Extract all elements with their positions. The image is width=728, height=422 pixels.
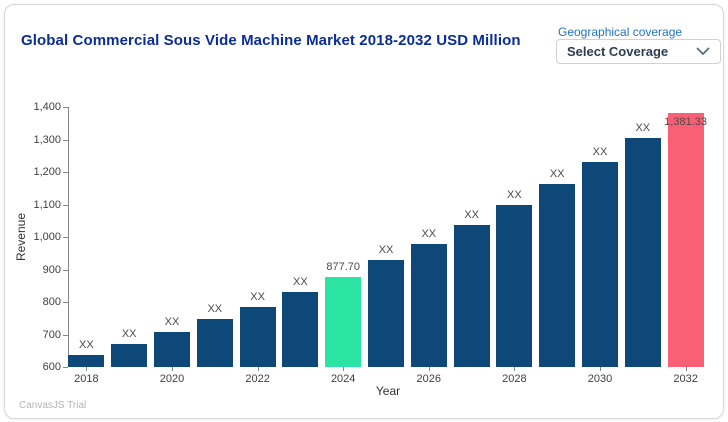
bar-label-2024: 877.70	[326, 260, 361, 273]
bar-2032[interactable]	[667, 113, 704, 367]
y-tick-label: 1,400	[33, 101, 61, 113]
y-tick	[63, 269, 68, 271]
x-tick	[600, 367, 601, 371]
y-tick-label: 900	[42, 263, 61, 276]
y-tick-label: 700	[42, 328, 61, 341]
y-axis-title: Revenue	[14, 212, 28, 262]
x-tick-label: 2032	[673, 373, 698, 385]
bar-2027[interactable]	[453, 224, 490, 367]
bar-2028[interactable]	[496, 205, 533, 367]
bar-2020[interactable]	[154, 331, 190, 367]
bar-2030[interactable]	[582, 161, 618, 367]
bar-2021[interactable]	[196, 319, 233, 367]
canvasjs-trial-credit[interactable]: CanvasJS Trial	[19, 400, 87, 411]
bar-2025[interactable]	[368, 260, 404, 367]
y-tick	[63, 204, 68, 206]
bar-2024[interactable]	[325, 276, 362, 367]
x-tick	[172, 367, 173, 371]
x-axis-title: Year	[375, 384, 401, 398]
bar-label-2029: XX	[549, 168, 565, 181]
coverage-select[interactable]: Select Coverage	[556, 39, 721, 64]
y-tick-label: 1,200	[33, 166, 61, 178]
bar-label-2026: XX	[421, 227, 437, 240]
bar-label-2032: 1,381.33	[664, 116, 707, 129]
x-tick-label: 2018	[74, 373, 99, 385]
bar-label-2025: XX	[378, 244, 394, 257]
x-tick-label: 2024	[330, 373, 356, 385]
y-tick	[63, 237, 68, 238]
y-tick	[63, 367, 68, 368]
y-tick	[63, 107, 68, 108]
x-tick-label: 2030	[587, 373, 613, 385]
bar-2019[interactable]	[111, 343, 148, 367]
bar-2022[interactable]	[239, 306, 276, 367]
y-tick-label: 1,000	[33, 231, 61, 243]
bar-label-2027: XX	[464, 208, 479, 221]
y-tick-label: 1,300	[33, 133, 61, 146]
bar-label-2020: XX	[164, 315, 180, 328]
x-tick-label: 2026	[416, 373, 442, 385]
x-tick	[685, 367, 687, 371]
bar-label-2019: XX	[121, 327, 137, 340]
page-title: Global Commercial Sous Vide Machine Mark…	[21, 32, 521, 49]
x-tick-label: 2022	[245, 373, 270, 385]
x-tick	[86, 367, 88, 371]
y-tick-label: 600	[42, 361, 61, 373]
bar-label-2022: XX	[250, 290, 265, 303]
x-tick	[257, 367, 259, 371]
bar-2023[interactable]	[282, 292, 319, 367]
chevron-down-icon	[696, 47, 710, 55]
x-tick-label: 2028	[502, 373, 527, 385]
bar-label-2018: XX	[79, 338, 94, 351]
bar-2031[interactable]	[624, 137, 661, 367]
bar-2018[interactable]	[68, 354, 105, 367]
bar-label-2031: XX	[635, 121, 651, 134]
x-tick	[343, 367, 345, 371]
bar-2026[interactable]	[410, 243, 447, 367]
bar-label-2030: XX	[592, 145, 608, 158]
bar-label-2028: XX	[507, 189, 522, 202]
coverage-select-value: Select Coverage	[567, 44, 669, 59]
chart-card: Global Commercial Sous Vide Machine Mark…	[4, 4, 724, 419]
x-tick	[428, 367, 430, 371]
bar-2029[interactable]	[539, 184, 576, 367]
y-tick-label: 1,100	[33, 198, 61, 211]
y-tick	[63, 302, 68, 303]
x-tick	[514, 367, 516, 371]
bar-label-2023: XX	[293, 276, 308, 289]
y-tick	[63, 334, 68, 336]
y-tick	[63, 172, 68, 173]
bar-label-2021: XX	[207, 303, 223, 316]
x-tick-label: 2020	[159, 373, 185, 385]
coverage-label: Geographical coverage	[558, 25, 683, 39]
y-tick	[63, 139, 68, 141]
y-tick-label: 800	[42, 296, 61, 308]
y-axis-line	[68, 107, 69, 367]
